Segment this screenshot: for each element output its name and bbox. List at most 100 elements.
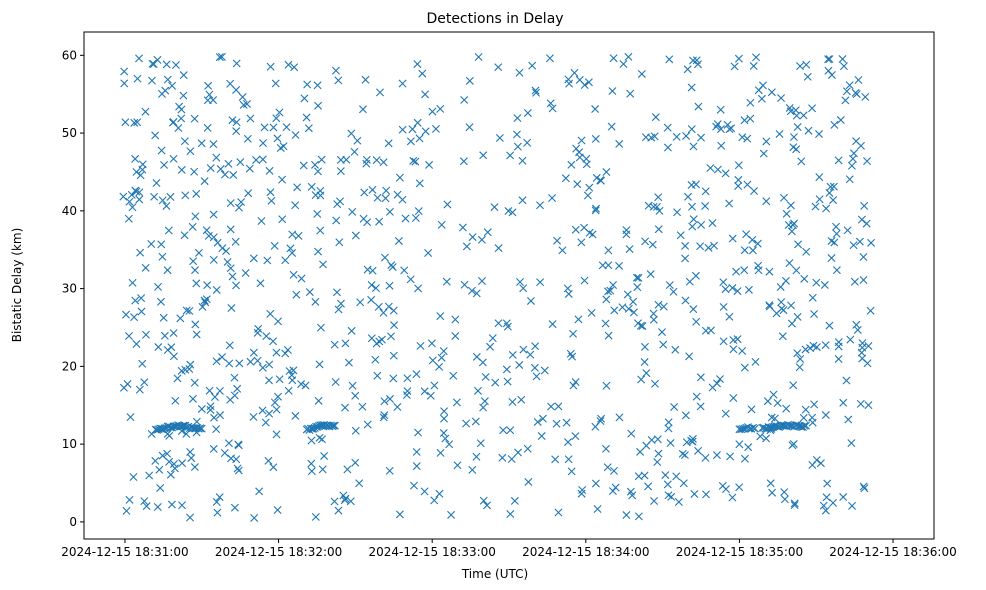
detection-marker [789, 133, 798, 142]
detection-marker [293, 183, 302, 192]
detection-marker [815, 173, 824, 182]
detection-marker [696, 242, 705, 251]
detection-marker [533, 417, 542, 426]
detection-marker [524, 477, 533, 486]
detection-marker [721, 285, 730, 294]
detection-marker [608, 87, 617, 96]
detection-marker [838, 55, 847, 64]
detection-marker [829, 182, 838, 191]
detection-marker [717, 125, 725, 134]
detection-marker [260, 123, 269, 132]
detection-marker [654, 449, 663, 458]
detection-marker [216, 165, 225, 174]
detection-marker [307, 467, 316, 476]
detection-marker [526, 350, 535, 359]
detection-marker [131, 154, 140, 163]
detection-marker [439, 347, 448, 356]
detection-marker [597, 414, 606, 423]
detection-marker [728, 234, 737, 243]
detection-marker [212, 425, 221, 434]
detection-marker [258, 155, 267, 164]
detection-marker [297, 380, 306, 389]
detection-marker [225, 341, 234, 350]
detection-marker [781, 276, 790, 285]
detection-marker [218, 353, 226, 362]
detection-marker [825, 188, 834, 197]
detection-marker [288, 248, 297, 257]
detection-marker [236, 158, 245, 167]
detection-marker [793, 123, 802, 132]
detection-marker [414, 428, 423, 437]
detection-marker [797, 157, 806, 166]
detection-marker [681, 241, 690, 250]
detection-marker [859, 482, 868, 491]
detection-marker [256, 279, 265, 288]
detection-marker [634, 319, 642, 328]
detection-marker [564, 455, 573, 464]
detection-marker [513, 142, 522, 151]
detection-marker [664, 418, 673, 427]
detection-marker [252, 156, 261, 164]
detection-marker [230, 503, 239, 512]
detection-marker [187, 454, 196, 463]
detection-marker [297, 274, 306, 283]
detection-marker [689, 56, 697, 65]
detection-marker [864, 401, 873, 410]
detection-marker [696, 373, 705, 382]
detection-marker [608, 487, 617, 496]
detection-marker [737, 425, 746, 434]
detection-marker [672, 132, 681, 141]
detection-marker [696, 402, 705, 411]
detection-marker [483, 228, 492, 237]
detection-marker [288, 376, 297, 385]
detection-marker [175, 102, 184, 111]
detection-marker [428, 356, 437, 365]
detection-marker [688, 434, 697, 443]
detection-marker [653, 458, 662, 466]
detection-marker [602, 295, 611, 304]
detection-marker [137, 294, 146, 303]
detection-marker [697, 220, 706, 229]
detection-marker [649, 202, 658, 211]
detection-marker [735, 483, 744, 492]
detection-marker [209, 233, 218, 242]
detection-marker [799, 413, 808, 422]
detection-marker [734, 182, 743, 191]
detection-marker [547, 402, 556, 411]
detection-marker [603, 463, 612, 472]
detection-marker [169, 154, 178, 163]
detection-marker [515, 360, 524, 369]
detection-marker [442, 277, 451, 286]
detection-marker [201, 298, 210, 307]
detection-marker [822, 204, 831, 213]
detection-marker [334, 305, 343, 314]
detection-marker [842, 376, 851, 385]
detection-marker [562, 418, 571, 427]
detection-marker [548, 104, 557, 113]
detection-marker [506, 510, 515, 519]
detection-marker [229, 171, 238, 180]
detection-marker [659, 340, 668, 349]
detection-marker [436, 104, 445, 113]
detection-marker [776, 282, 785, 291]
detection-marker [513, 114, 522, 123]
detection-marker [853, 325, 862, 334]
detection-marker [166, 470, 175, 479]
detection-marker [767, 413, 776, 422]
detection-marker [258, 406, 267, 415]
detection-marker [848, 501, 857, 510]
detection-marker [780, 488, 789, 497]
detection-marker [191, 266, 200, 275]
detection-marker [546, 99, 555, 108]
detection-marker [548, 194, 557, 202]
detection-marker [460, 95, 469, 104]
detection-marker [787, 319, 796, 328]
detection-marker [430, 496, 439, 505]
detection-marker [265, 376, 273, 385]
data-markers [119, 52, 876, 522]
detection-marker [276, 143, 285, 152]
detection-marker [311, 512, 320, 521]
detection-marker [212, 357, 221, 366]
detection-marker [154, 343, 163, 352]
detection-marker [819, 501, 828, 510]
